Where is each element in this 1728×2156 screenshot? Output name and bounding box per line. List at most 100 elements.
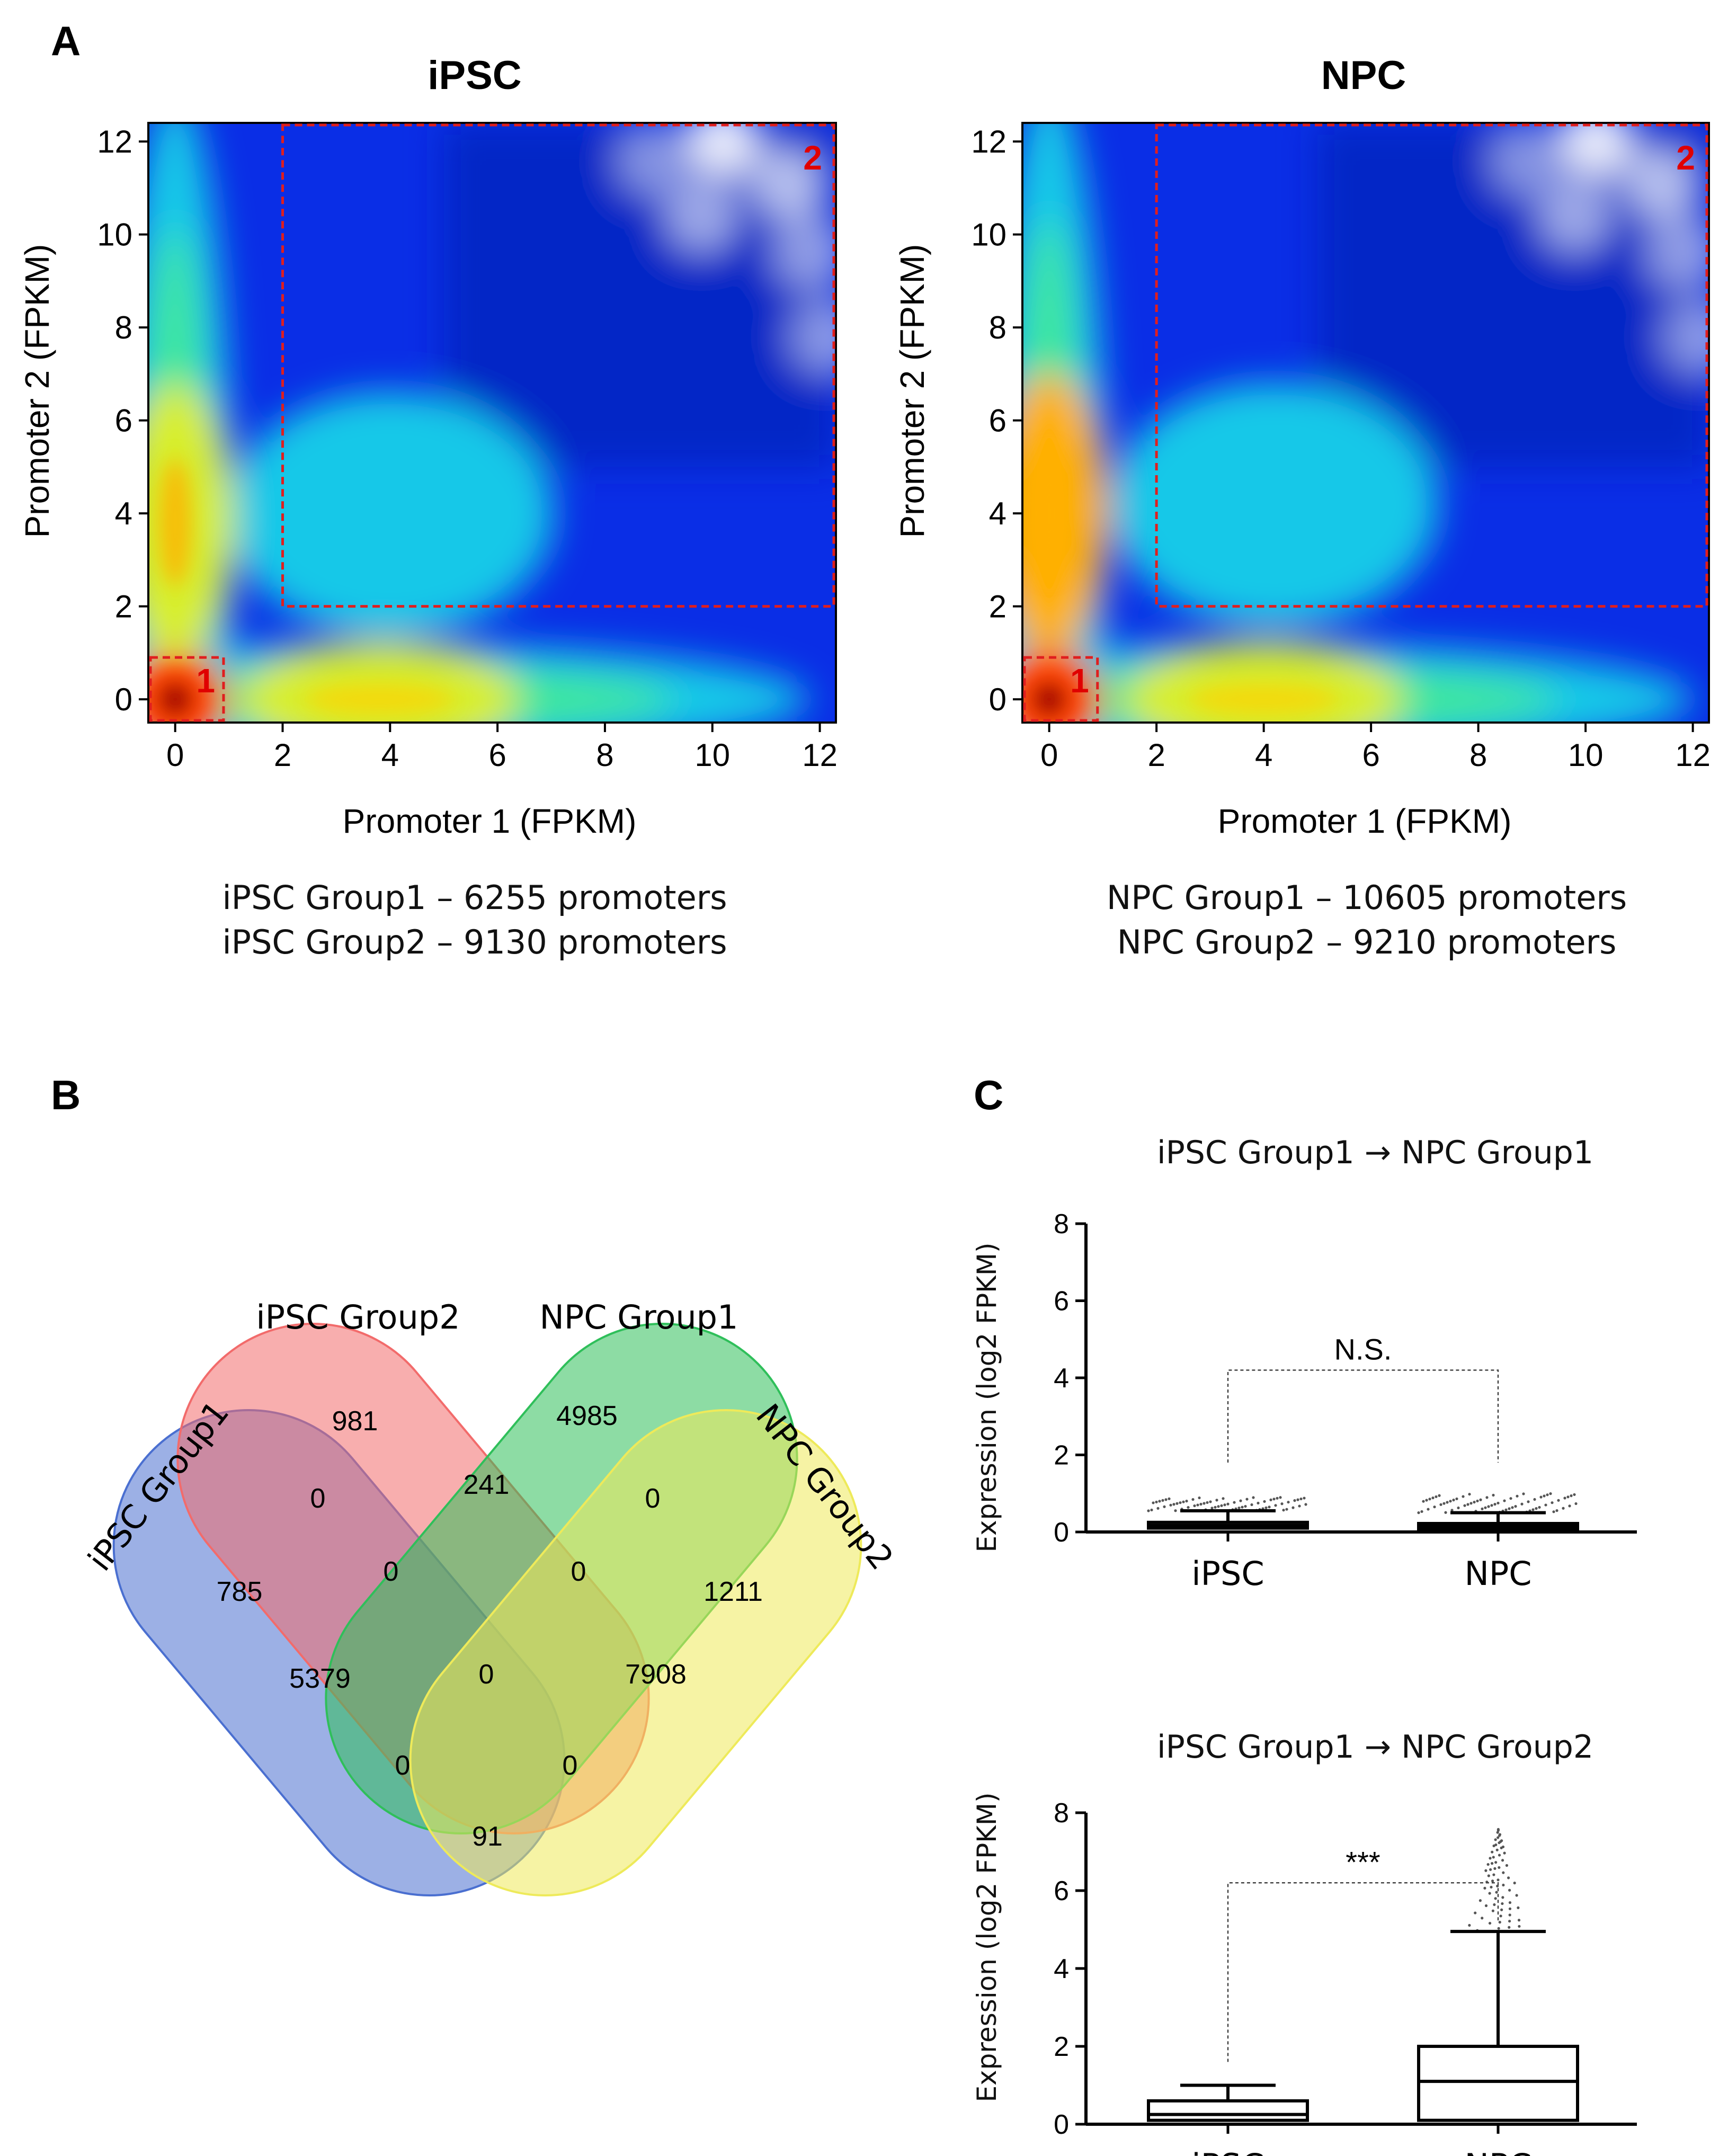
outlier-point <box>1570 1494 1573 1498</box>
y-tick-label: 2 <box>989 589 1006 625</box>
x-tick-label: NPC <box>1464 1554 1531 1593</box>
outlier-point <box>1501 1859 1504 1862</box>
outlier-point <box>1484 1869 1487 1872</box>
outlier-point <box>1303 1496 1306 1500</box>
x-tick-label: 6 <box>1362 737 1379 773</box>
outlier-point <box>1500 1908 1503 1911</box>
outlier-point <box>1503 1851 1506 1855</box>
region-box-2 <box>1155 123 1708 608</box>
outlier-point <box>1210 1507 1214 1510</box>
outlier-point <box>1515 1894 1518 1897</box>
outlier-point <box>1147 1509 1150 1512</box>
x-tick-label: 12 <box>1675 737 1711 773</box>
outlier-point <box>1484 1904 1488 1908</box>
x-tick-label: iPSC <box>1191 1554 1264 1593</box>
outlier-point <box>1182 1500 1185 1503</box>
venn-count: 1211 <box>703 1576 763 1607</box>
outlier-point <box>1422 1500 1425 1503</box>
outlier-point <box>1193 1504 1196 1508</box>
outlier-point <box>1274 1504 1277 1507</box>
outlier-point <box>1163 1505 1166 1508</box>
outlier-point <box>1156 1507 1160 1510</box>
sparse-spot <box>686 123 761 179</box>
outlier-point <box>1495 1848 1499 1851</box>
outlier-point <box>1449 1500 1452 1503</box>
outlier-point <box>1175 1502 1179 1505</box>
outlier-point <box>1214 1505 1217 1509</box>
heatmap-title: NPC <box>1321 53 1406 98</box>
outlier-point <box>1217 1505 1220 1508</box>
significance-bracket <box>1227 1882 1499 2062</box>
venn-count: 0 <box>310 1483 326 1514</box>
outlier-point <box>1222 1497 1225 1500</box>
y-tick-label: 0 <box>989 682 1006 717</box>
outlier-point <box>1463 1504 1466 1507</box>
outlier-point <box>1544 1503 1547 1507</box>
boxplot-title: iPSC Group1 → NPC Group2 <box>1157 1729 1593 1766</box>
outlier-point <box>1499 1914 1502 1918</box>
significance-bracket <box>1227 1369 1499 1463</box>
outlier-point <box>1438 1494 1441 1497</box>
outlier-point <box>1490 1862 1494 1865</box>
outlier-point <box>1257 1501 1260 1505</box>
outlier-point <box>1196 1503 1199 1507</box>
outlier-point <box>1282 1509 1285 1512</box>
outlier-point <box>1488 1921 1492 1925</box>
sparse-spot <box>1661 299 1709 374</box>
caption-group1: NPC Group1 – 10605 promoters <box>1107 878 1627 917</box>
outlier-point <box>1498 1866 1501 1869</box>
outlier-point <box>1502 1871 1505 1874</box>
outlier-point <box>1508 1888 1511 1892</box>
outlier-point <box>1164 1498 1168 1501</box>
venn-set-npc-group2 <box>409 1409 862 1897</box>
x-tick-label: 0 <box>1040 737 1058 773</box>
outlier-point <box>1439 1503 1442 1506</box>
venn-count: 7908 <box>625 1659 687 1690</box>
venn-count: 0 <box>479 1659 494 1690</box>
density-field <box>1022 123 1709 723</box>
caption-group1: iPSC Group1 – 6255 promoters <box>222 878 727 917</box>
sparse-spot <box>664 179 739 253</box>
outlier-point <box>1199 1502 1203 1506</box>
outlier-point <box>1487 1505 1490 1508</box>
outlier-point <box>1557 1499 1560 1502</box>
outlier-point <box>1508 1901 1512 1904</box>
outlier-point <box>1492 1873 1495 1876</box>
outlier-point <box>1484 1506 1487 1509</box>
outlier-point <box>1223 1503 1226 1507</box>
y-tick-label: 0 <box>1054 1517 1069 1548</box>
sparse-spot <box>1623 146 1698 221</box>
x-tick-label: 4 <box>1255 737 1272 773</box>
outlier-point <box>1150 1508 1153 1512</box>
y-tick-label: 4 <box>115 496 132 531</box>
y-axis-title: Promoter 2 (FPKM) <box>893 244 931 538</box>
density-hotspot <box>1189 419 1359 589</box>
outlier-point <box>1481 1507 1484 1510</box>
outlier-point <box>1442 1502 1446 1505</box>
outlier-point <box>1574 1502 1578 1505</box>
outlier-point <box>1276 1496 1279 1500</box>
y-tick-label: 6 <box>1054 1876 1069 1906</box>
outlier-point <box>1174 1509 1177 1512</box>
outlier-point <box>1490 1885 1493 1889</box>
density-peak <box>1022 450 1338 723</box>
outlier-point <box>1241 1505 1244 1509</box>
outlier-point <box>1508 1507 1511 1510</box>
x-tick-label: 10 <box>694 737 730 773</box>
y-tick-label: 2 <box>1054 2032 1069 2062</box>
outlier-point <box>1498 1921 1501 1924</box>
outlier-point <box>1487 1874 1490 1877</box>
boxplot-title: iPSC Group1 → NPC Group1 <box>1157 1134 1593 1171</box>
outlier-point <box>1508 1926 1511 1929</box>
ridge-y-peak <box>1033 450 1065 577</box>
outlier-point <box>1514 1505 1517 1508</box>
outlier-point <box>1492 1493 1495 1497</box>
outlier-point <box>1493 1867 1497 1870</box>
outlier-point <box>1152 1501 1155 1504</box>
outlier-point <box>1511 1506 1514 1509</box>
density-field <box>148 123 836 723</box>
y-tick-label: 8 <box>1054 1798 1069 1829</box>
outlier-point <box>1562 1507 1565 1510</box>
